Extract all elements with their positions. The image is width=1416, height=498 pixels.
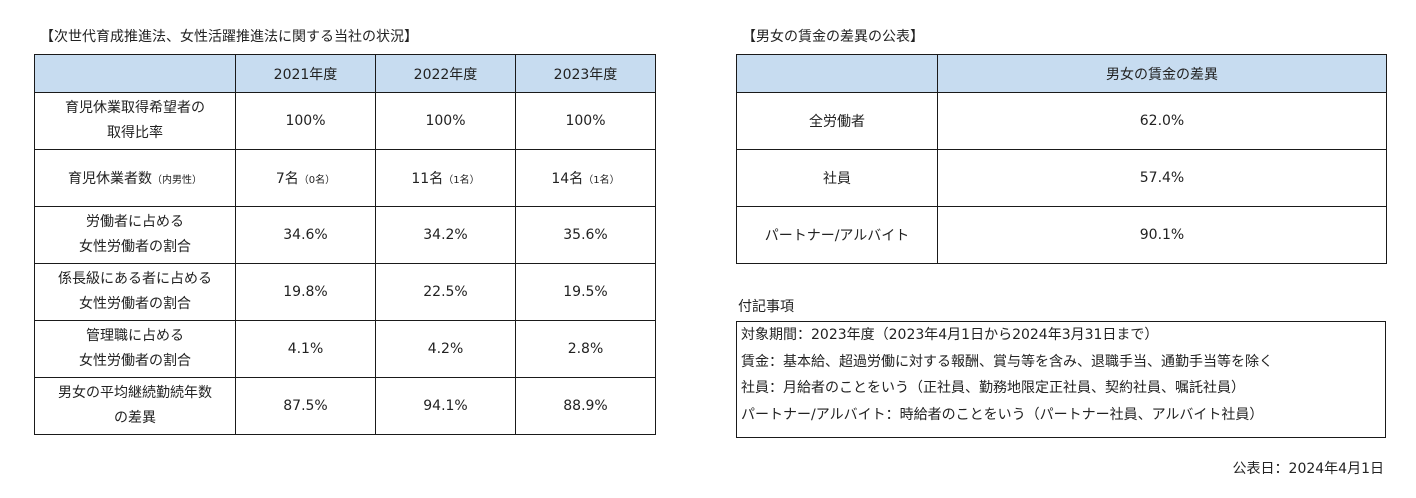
row-label: パートナー/アルバイト — [736, 206, 938, 264]
header-empty — [34, 54, 236, 93]
row-label: 管理職に占める 女性労働者の割合 — [34, 320, 236, 378]
row-label: 育児休業者数（内男性） — [34, 149, 236, 207]
value-cell: 19.5% — [515, 263, 656, 321]
row-label: 労働者に占める 女性労働者の割合 — [34, 206, 236, 264]
note-line: 賃金：基本給、超過労働に対する報酬、賞与等を含み、退職手当、通勤手当等を除く — [741, 353, 1273, 370]
row-label: 育児休業取得希望者の 取得比率 — [34, 92, 236, 150]
value-cell: 100% — [235, 92, 376, 150]
table-row: 社員 57.4% — [736, 149, 1387, 207]
right-table-title: 【男女の賃金の差異の公表】 — [742, 29, 924, 45]
value-cell: 19.8% — [235, 263, 376, 321]
row-label: 係長級にある者に占める 女性労働者の割合 — [34, 263, 236, 321]
header-fy2021: 2021年度 — [235, 54, 376, 93]
value-cell: 22.5% — [375, 263, 516, 321]
table-row: 労働者に占める 女性労働者の割合 34.6% 34.2% 35.6% — [34, 206, 656, 264]
value-cell: 100% — [375, 92, 516, 150]
value-cell: 62.0% — [937, 92, 1387, 150]
table-row: 係長級にある者に占める 女性労働者の割合 19.8% 22.5% 19.5% — [34, 263, 656, 321]
value-cell: 11名（1名） — [375, 149, 516, 207]
row-label: 男女の平均継続勤続年数 の差異 — [34, 377, 236, 435]
value-cell: 2.8% — [515, 320, 656, 378]
row-label: 社員 — [736, 149, 938, 207]
value-cell: 90.1% — [937, 206, 1387, 264]
value-cell: 35.6% — [515, 206, 656, 264]
table-row: パートナー/アルバイト 90.1% — [736, 206, 1387, 264]
note-line: 対象期間：2023年度（2023年4月1日から2024年3月31日まで） — [741, 327, 1159, 343]
value-cell: 88.9% — [515, 377, 656, 435]
table-row: 管理職に占める 女性労働者の割合 4.1% 4.2% 2.8% — [34, 320, 656, 378]
value-cell: 4.2% — [375, 320, 516, 378]
childcare-women-table: 2021年度 2022年度 2023年度 育児休業取得希望者の 取得比率 100%… — [34, 54, 656, 435]
left-table-title: 【次世代育成推進法、女性活躍推進法に関する当社の状況】 — [40, 29, 418, 45]
row-label: 全労働者 — [736, 92, 938, 150]
publish-date: 公表日：2024年4月1日 — [1232, 461, 1384, 477]
notes-box: 対象期間：2023年度（2023年4月1日から2024年3月31日まで） 賃金：… — [736, 321, 1386, 438]
header-fy2023: 2023年度 — [515, 54, 656, 93]
value-cell: 14名（1名） — [515, 149, 656, 207]
header-wage-gap: 男女の賃金の差異 — [937, 54, 1387, 93]
header-empty — [736, 54, 938, 93]
value-cell: 34.6% — [235, 206, 376, 264]
table-row: 男女の平均継続勤続年数 の差異 87.5% 94.1% 88.9% — [34, 377, 656, 435]
value-cell: 57.4% — [937, 149, 1387, 207]
value-cell: 7名（0名） — [235, 149, 376, 207]
wage-gap-table: 男女の賃金の差異 全労働者 62.0% 社員 57.4% パートナー/アルバイト… — [736, 54, 1387, 264]
note-line: 社員：月給者のことをいう（正社員、勤務地限定正社員、契約社員、嘱託社員） — [741, 380, 1245, 396]
value-cell: 100% — [515, 92, 656, 150]
value-cell: 4.1% — [235, 320, 376, 378]
value-cell: 34.2% — [375, 206, 516, 264]
table-row: 全労働者 62.0% — [736, 92, 1387, 150]
value-cell: 94.1% — [375, 377, 516, 435]
notes-title: 付記事項 — [738, 299, 794, 315]
note-line: パートナー/アルバイト：時給者のことをいう（パートナー社員、アルバイト社員） — [741, 406, 1264, 423]
value-cell: 87.5% — [235, 377, 376, 435]
table-row: 育児休業取得希望者の 取得比率 100% 100% 100% — [34, 92, 656, 150]
table-row: 育児休業者数（内男性） 7名（0名） 11名（1名） 14名（1名） — [34, 149, 656, 207]
header-fy2022: 2022年度 — [375, 54, 516, 93]
